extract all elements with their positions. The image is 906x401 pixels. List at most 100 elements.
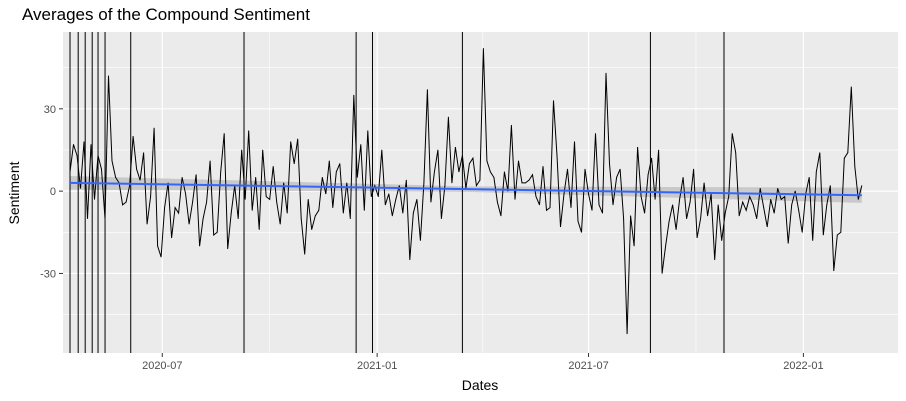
data-point [598, 204, 600, 206]
data-point [563, 193, 565, 195]
data-point [129, 185, 130, 187]
data-point [829, 185, 831, 187]
data-point [637, 146, 638, 148]
data-point [588, 193, 589, 195]
data-point [812, 240, 814, 241]
data-point [742, 201, 744, 203]
data-point [738, 215, 740, 217]
data-point [801, 231, 803, 233]
data-point [209, 160, 211, 162]
data-point [854, 166, 856, 167]
data-point [766, 226, 768, 228]
data-point [493, 177, 495, 178]
data-point [668, 220, 670, 222]
data-point [476, 185, 477, 187]
data-point [717, 204, 719, 206]
data-point [630, 215, 631, 217]
data-point [430, 201, 432, 203]
x-axis-title: Dates [462, 377, 499, 393]
data-point [822, 234, 824, 236]
data-point [861, 185, 863, 187]
data-point [556, 155, 558, 156]
data-point [360, 144, 362, 145]
data-point [405, 179, 407, 181]
data-point [213, 234, 215, 236]
data-point [689, 201, 691, 203]
data-point [300, 218, 302, 219]
data-point [307, 198, 309, 200]
data-point [272, 166, 274, 167]
data-point [87, 218, 88, 219]
y-tick-label: 30 [44, 104, 56, 116]
data-point [577, 220, 579, 222]
data-point [763, 207, 765, 208]
data-point [696, 237, 698, 239]
data-point [602, 212, 603, 214]
data-point [94, 198, 95, 200]
x-tick-label: 2020-07 [142, 360, 182, 372]
data-point [377, 196, 379, 198]
data-point [707, 215, 709, 217]
data-point [560, 226, 561, 228]
data-point [826, 204, 828, 206]
data-point [752, 204, 754, 206]
data-point [549, 207, 551, 208]
data-point [223, 133, 225, 134]
data-point [525, 182, 526, 184]
data-point [542, 166, 544, 167]
data-point [237, 218, 239, 219]
data-point [444, 185, 446, 187]
data-point [356, 177, 358, 178]
x-tick-label: 2022-01 [783, 360, 823, 372]
data-point [693, 168, 695, 170]
y-tick-label: 0 [50, 186, 56, 198]
data-point [349, 218, 351, 219]
data-point [370, 196, 372, 198]
data-point [171, 237, 173, 239]
data-point [339, 163, 341, 165]
data-point [836, 234, 838, 236]
data-point [623, 218, 624, 219]
data-point [416, 198, 418, 200]
data-point [230, 212, 232, 214]
data-point [381, 149, 383, 151]
y-axis: -30 0 30 [40, 104, 63, 280]
data-point [73, 144, 74, 145]
data-point [840, 231, 842, 233]
data-point [220, 171, 222, 173]
data-point [815, 171, 817, 173]
data-point [777, 187, 779, 189]
data-point [328, 160, 330, 162]
data-point [570, 207, 572, 208]
data-point [335, 171, 337, 173]
data-point [773, 212, 775, 214]
data-point [325, 193, 327, 195]
data-point [791, 204, 793, 206]
data-point [612, 204, 614, 206]
data-point [174, 207, 176, 208]
data-point [244, 198, 246, 200]
data-point [433, 171, 435, 173]
data-point [297, 138, 299, 140]
data-point [167, 182, 169, 184]
data-point [258, 229, 260, 230]
data-point [353, 94, 355, 96]
data-point [437, 149, 439, 151]
data-point [181, 177, 183, 178]
data-point [69, 171, 71, 173]
data-point [153, 127, 155, 129]
data-point [227, 248, 229, 250]
data-point [80, 187, 81, 189]
data-point [304, 253, 306, 255]
data-point [388, 193, 390, 195]
data-point [731, 133, 733, 134]
data-point [567, 168, 568, 170]
data-point [651, 157, 652, 159]
data-point [672, 204, 674, 206]
data-point [146, 223, 148, 225]
data-point [241, 149, 243, 151]
data-point [770, 198, 772, 200]
data-point [472, 157, 474, 159]
data-point [314, 215, 316, 217]
